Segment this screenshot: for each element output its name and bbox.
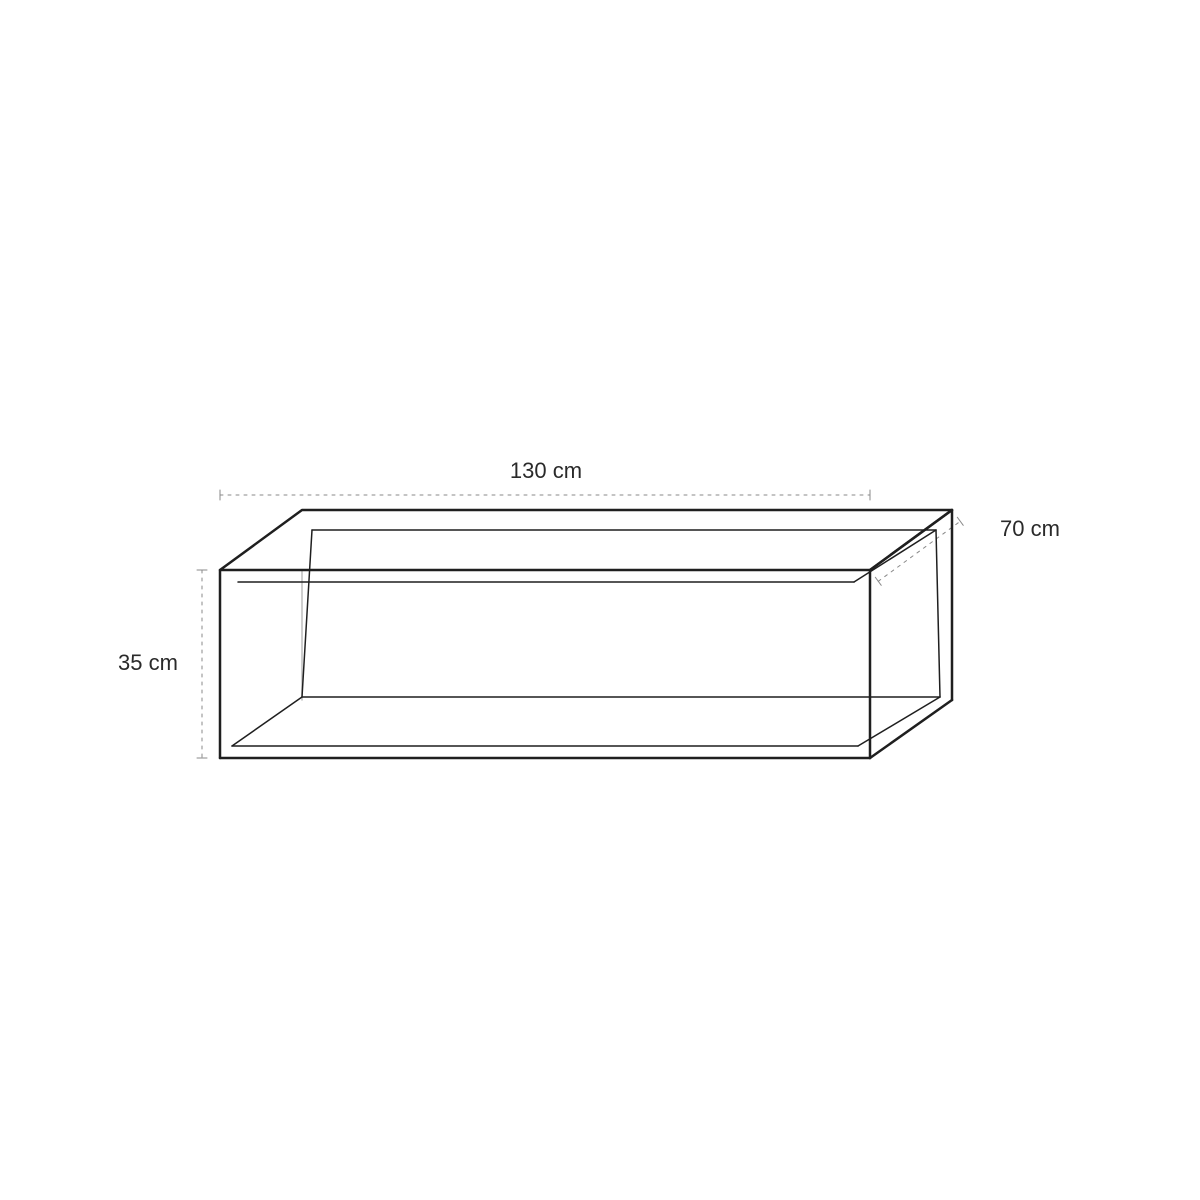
- dimension-width: 130 cm: [220, 458, 870, 500]
- dimension-height-label: 35 cm: [118, 650, 178, 675]
- product-dimension-diagram: 130 cm 70 cm 35 cm: [0, 0, 1200, 1200]
- dimension-height: 35 cm: [118, 570, 207, 758]
- table-drawing: [220, 510, 952, 758]
- dimension-depth-label: 70 cm: [1000, 516, 1060, 541]
- dimension-width-label: 130 cm: [510, 458, 582, 483]
